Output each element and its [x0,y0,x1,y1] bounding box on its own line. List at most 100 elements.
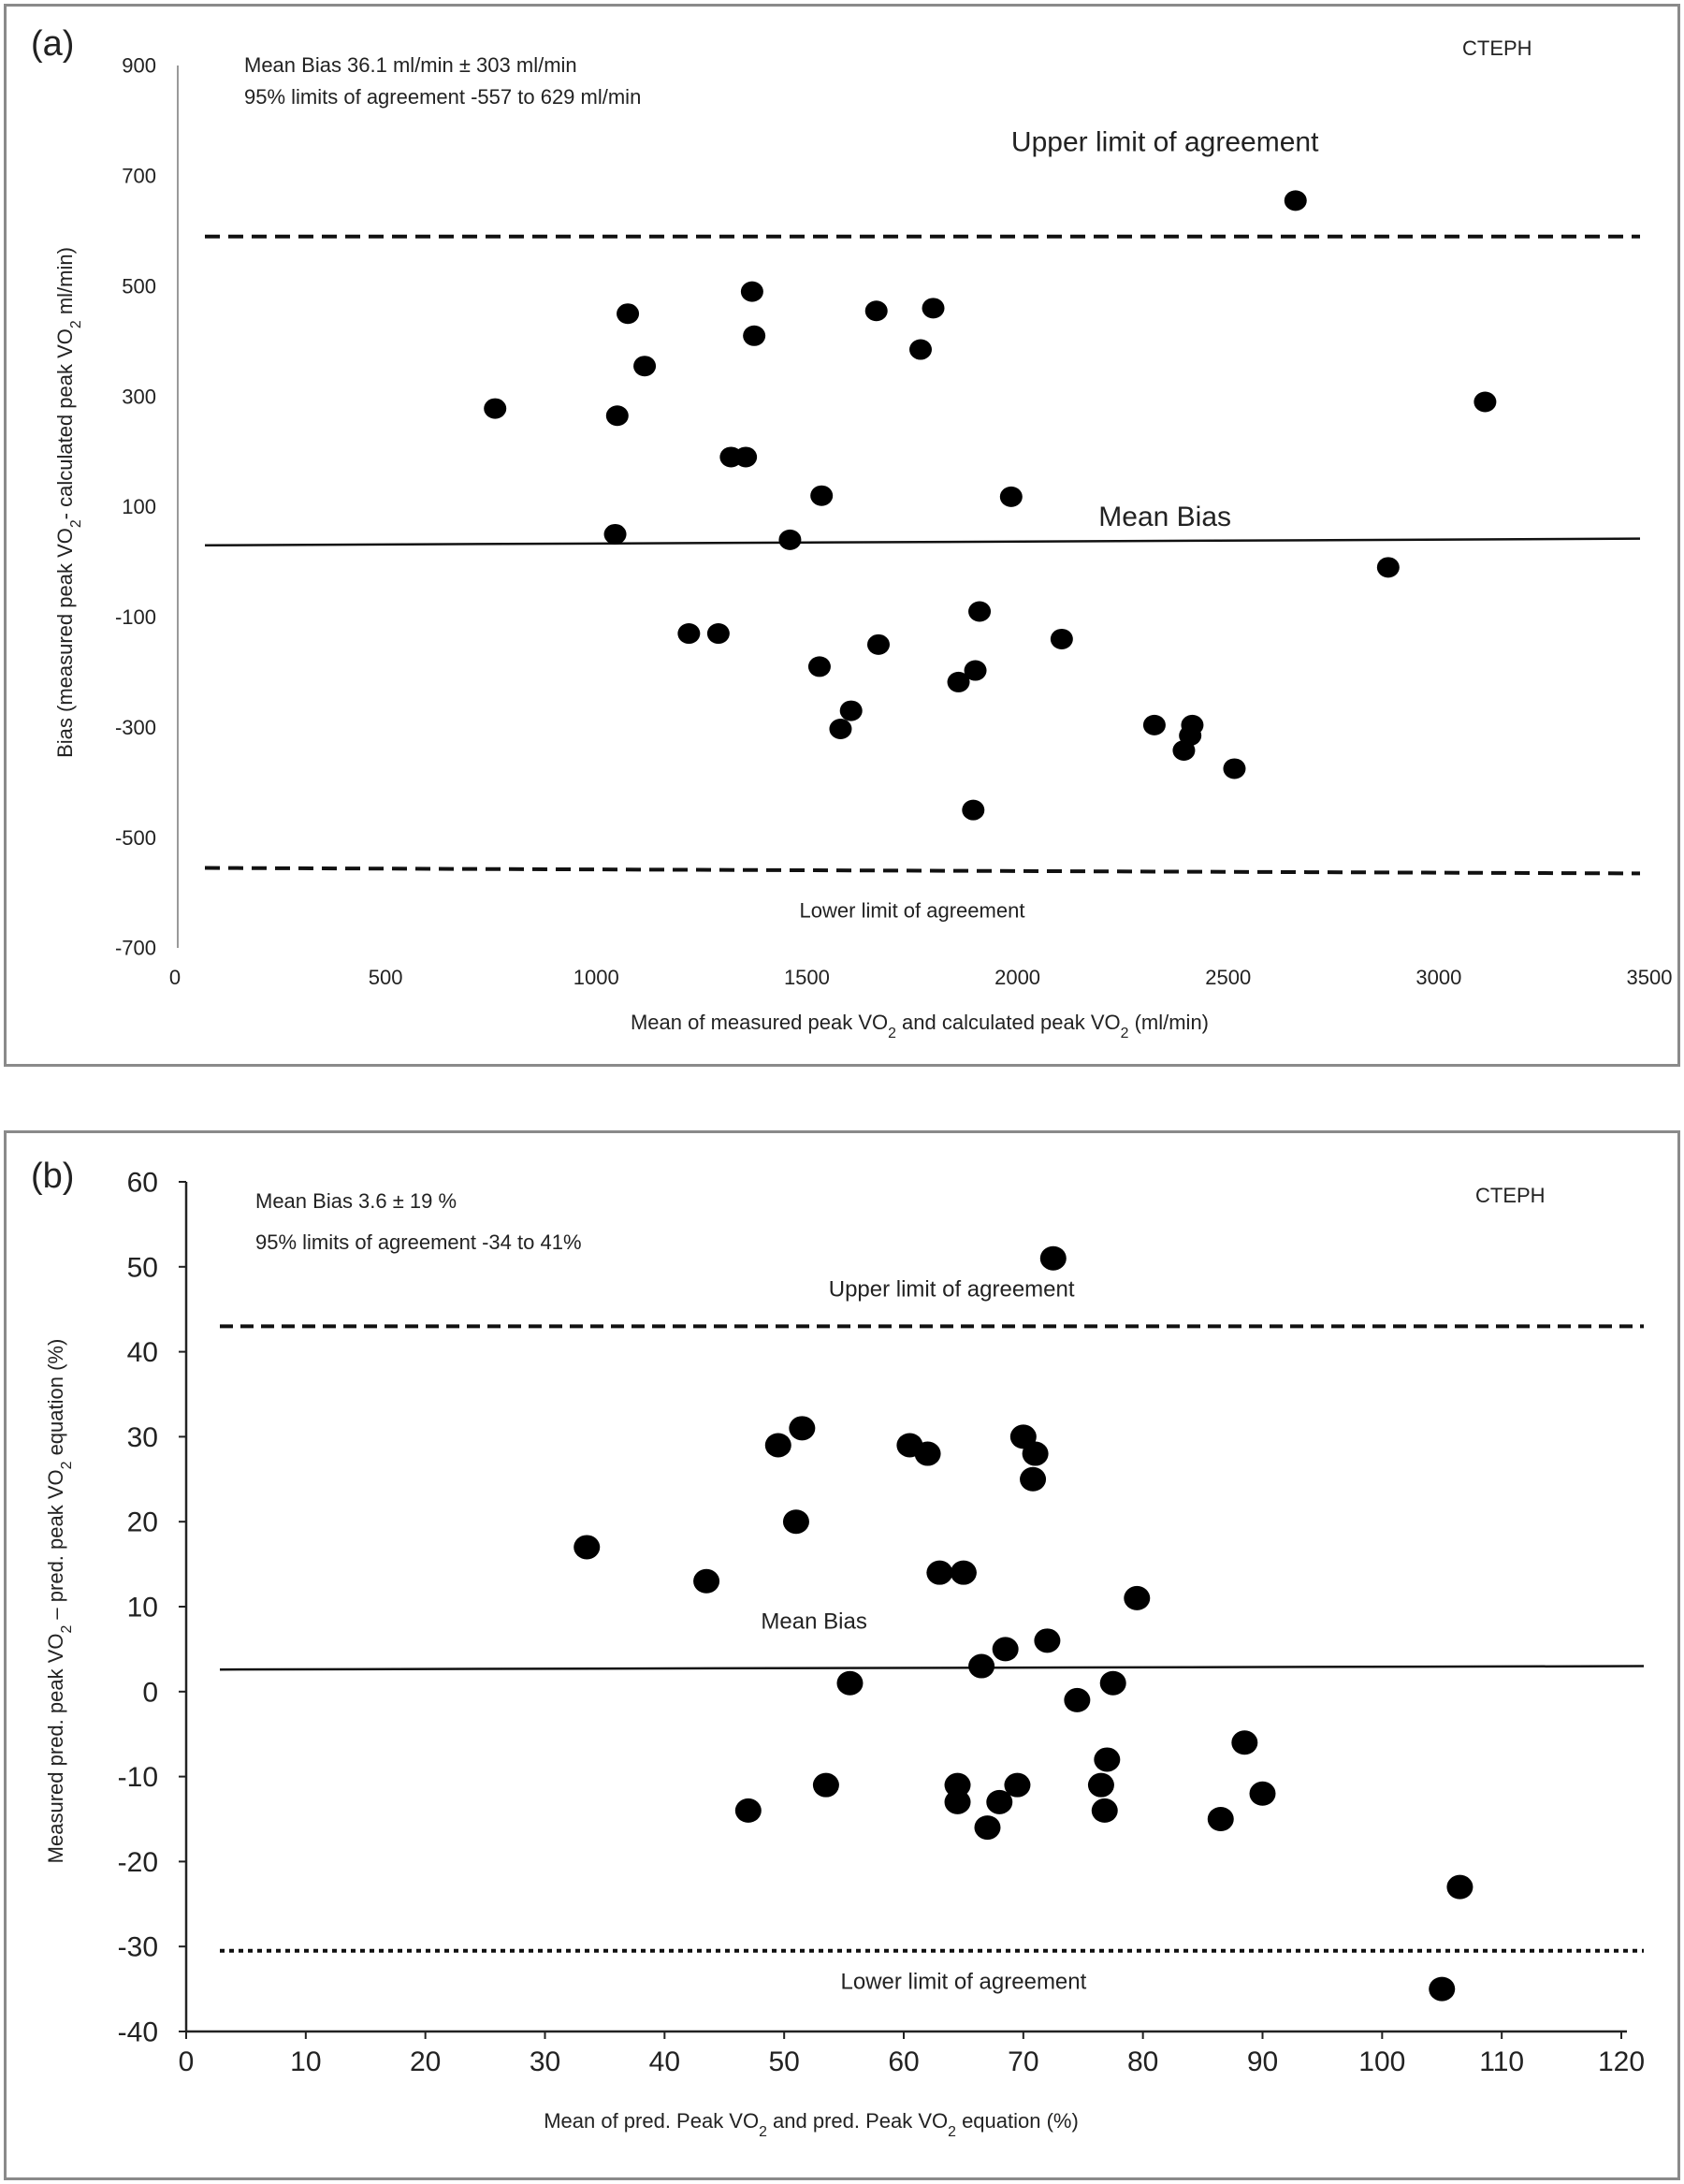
y-tick-label: 100 [122,495,156,518]
y-tick-label: -300 [115,716,156,739]
data-point [829,719,852,740]
data-point [734,446,758,468]
data-point [1022,1441,1049,1466]
data-point [1474,391,1497,413]
x-tick-label: 70 [1008,2046,1038,2077]
data-point [839,700,863,721]
data-point [1142,714,1166,735]
x-tick-label: 30 [530,2046,560,2077]
mean-bias-line [204,537,1641,547]
data-point [743,325,766,346]
y-axis-label: Measured pred. peak VO2 – pred. peak VO2… [44,1339,75,1864]
scatter-points-b [573,1245,1474,2002]
y-tick-label: 900 [122,54,156,78]
data-point [603,523,627,545]
data-point [1091,1798,1118,1823]
data-point [974,1815,1001,1841]
data-point [633,356,657,377]
y-tick-label: -40 [118,2017,158,2048]
chart-panel-b: 0 10 20 30 40 50 60 70 80 90 100 110 120 -40 -30 -20 -10… [4,1130,1680,2180]
data-point [926,1560,953,1585]
data-point [810,485,834,506]
data-point [1064,1687,1091,1712]
mean-bias-line [219,1665,1645,1671]
data-point [999,486,1023,507]
y-tick-label: -100 [115,605,156,629]
data-point [950,1560,977,1585]
data-point [1087,1772,1114,1798]
data-point [734,1798,762,1823]
data-point [836,1670,864,1696]
annotation-limits: 95% limits of agreement -557 to 629 ml/m… [244,85,641,109]
lower-limit-of-agreement-line [204,866,1641,876]
data-point [944,1789,971,1814]
y-tick-label: 20 [127,1507,158,1538]
panel-label: (b) [31,1157,74,1196]
data-point [944,1772,971,1798]
x-tick-label: 3000 [1415,966,1461,989]
x-tick-label: 1500 [784,966,830,989]
data-point [1249,1781,1276,1806]
y-tick-label: 60 [127,1168,158,1199]
y-tick-label: -30 [118,1932,158,1963]
data-point [947,671,970,692]
data-point [1020,1466,1047,1492]
y-tick-label: -700 [115,937,156,960]
data-point [1231,1730,1258,1755]
x-tick-label: 80 [1127,2046,1158,2077]
data-point [1172,740,1196,762]
y-tick-label: 40 [127,1337,158,1368]
y-tick-label: 500 [122,274,156,298]
data-point [693,1568,720,1594]
data-point [962,799,985,821]
data-point [968,601,992,622]
x-tick-label: 100 [1358,2046,1405,2077]
data-point [807,656,831,677]
mean-bias-label: Mean Bias [1098,502,1231,532]
data-point [1429,1976,1456,2002]
data-point [617,303,640,325]
y-tick-label: -500 [115,826,156,850]
x-tick-label: 110 [1479,2046,1524,2077]
lower-limit-of-agreement-label: Lower limit of agreement [841,1970,1087,1995]
data-point [812,1772,839,1798]
y-tick-label: 10 [127,1593,158,1623]
data-point [1284,190,1307,211]
x-tick-label: 500 [369,966,403,989]
y-tick-label: 700 [122,165,156,188]
data-point [1099,1670,1126,1696]
data-point [706,623,730,645]
x-tick-label: 60 [888,2046,919,2077]
x-tick-label: 90 [1247,2046,1278,2077]
scatter-points-a [484,190,1497,821]
data-point [605,405,629,427]
x-axis-label: Mean of pred. Peak VO2 and pred. Peak VO… [544,2109,1079,2140]
data-point [1034,1628,1061,1653]
data-point [1094,1747,1121,1772]
data-point [778,529,802,550]
annotation-limits: 95% limits of agreement -34 to 41% [255,1230,582,1254]
y-tick-label: -10 [118,1762,158,1793]
x-tick-label: 120 [1598,2046,1645,2077]
data-point [1376,557,1400,578]
x-tick-label: 40 [649,2046,680,2077]
lower-limit-of-agreement-label: Lower limit of agreement [800,899,1025,923]
data-point [740,281,763,302]
axes-a: 0 500 1000 1500 2000 2500 3000 3500 -700 -500 -300… [115,54,1673,989]
reference-lines-b: Upper limit of agreement Mean Bias Lower l… [219,1277,1645,1995]
y-tick-label: -20 [118,1847,158,1878]
x-tick-label: 2000 [994,966,1040,989]
data-point [968,1653,995,1679]
y-tick-label: 0 [142,1677,158,1708]
y-tick-label: 50 [127,1252,158,1283]
data-point [866,633,890,655]
data-point [964,660,987,681]
data-point [789,1416,816,1441]
x-tick-label: 50 [768,2046,799,2077]
upper-limit-of-agreement-label: Upper limit of agreement [829,1277,1075,1303]
annotation-mean-bias: Mean Bias 36.1 ml/min ± 303 ml/min [244,53,577,77]
data-point [1446,1874,1474,1900]
y-axis-label: Bias (measured peak VO2- calculated peak… [53,247,84,758]
data-point [484,398,507,419]
reference-lines-a: Upper limit of agreement Mean Bias Lower l… [204,126,1641,923]
